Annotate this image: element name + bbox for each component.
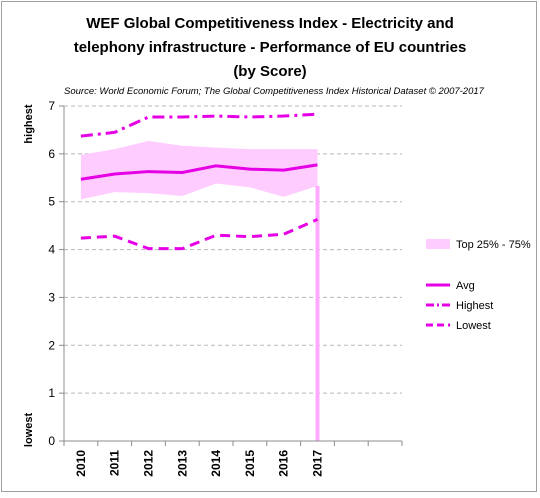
x-tick-label-2011: 2011 [108,450,122,476]
x-tick-label-2016: 2016 [277,450,291,477]
y-tick-labels: 0 1 2 3 4 5 6 7 [48,99,55,448]
series-line-avg [80,163,318,181]
x-tick-label-2010: 2010 [74,450,88,477]
chart-title-line-1: WEF Global Competitiveness Index - Elect… [86,15,454,32]
x-tick-label-2015: 2015 [243,450,257,477]
y-tick-label-7: 7 [48,99,55,113]
legend-label-band: Top 25% - 75% [456,239,531,251]
chart-subtitle: Source: World Economic Forum; The Global… [64,86,485,97]
series-layer [80,112,319,251]
legend-label-avg: Avg [456,280,475,292]
legend-swatch-band [426,239,450,249]
legend: Top 25% - 75% Avg Highest Lowest [426,239,531,332]
chart-title-line-3: (by Score) [233,63,306,80]
y-tick-label-4: 4 [48,243,55,257]
y-tick-label-3: 3 [48,290,55,304]
x-tick-labels: 2010 2011 2012 2013 2014 2015 2016 2017 [74,450,325,477]
x-tick-label-2013: 2013 [175,450,189,477]
axes [59,105,403,446]
drop-line-2017 [315,185,320,441]
x-tick-label-2017: 2017 [311,450,325,477]
legend-label-lowest: Lowest [456,320,491,332]
chart-title-line-2: telephony infrastructure - Performance o… [74,39,467,56]
series-line-highest [80,112,318,138]
y-tick-label-6: 6 [48,147,55,161]
chart-frame: WEF Global Competitiveness Index - Elect… [1,1,537,492]
series-line-lowest [80,218,319,251]
y-label-highest: highest [23,104,35,143]
x-tick-label-2012: 2012 [142,450,156,477]
drop-line-layer [315,185,320,441]
x-tick-label-2014: 2014 [209,450,223,477]
chart-svg: WEF Global Competitiveness Index - Elect… [23,15,531,477]
y-tick-label-1: 1 [48,386,55,400]
y-tick-label-2: 2 [48,338,55,352]
y-tick-label-0: 0 [48,434,55,448]
y-tick-label-5: 5 [48,195,55,209]
y-label-lowest: lowest [23,413,35,448]
legend-label-highest: Highest [456,300,493,312]
